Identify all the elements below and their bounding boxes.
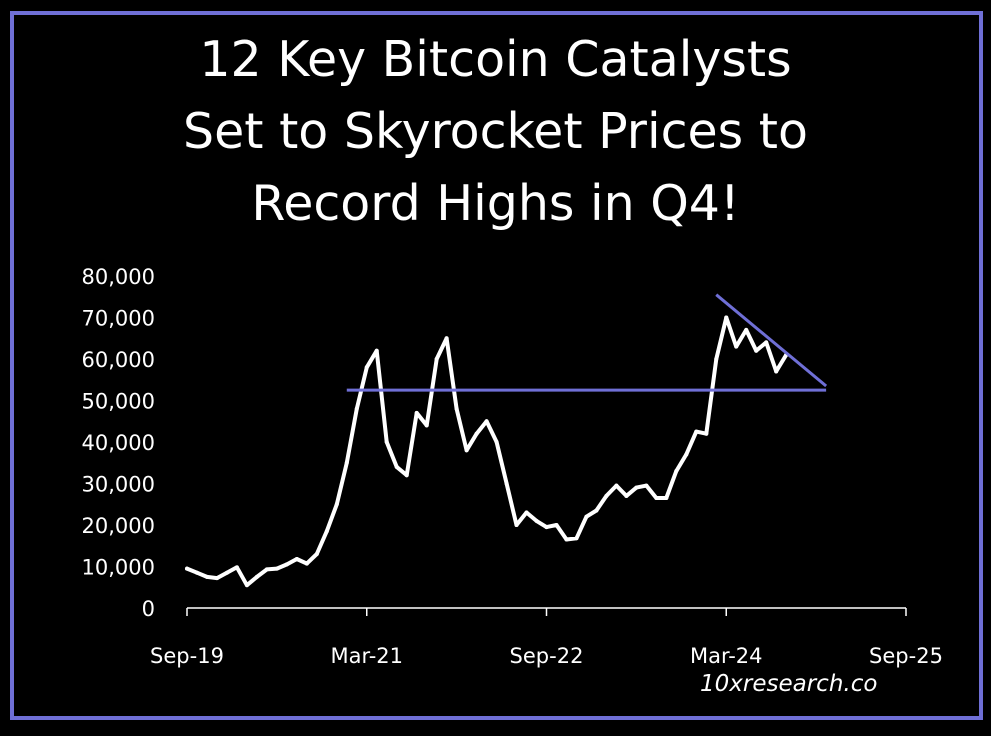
data-point: [634, 485, 639, 490]
x-axis-labels: Sep-19 Mar-21 Sep-22 Mar-24 Sep-25: [150, 644, 943, 668]
annotations-group: [346, 293, 828, 392]
data-point: [654, 496, 659, 501]
data-point: [354, 406, 359, 411]
data-point: [594, 508, 599, 513]
data-point: [694, 429, 699, 434]
axes: [186, 607, 907, 616]
downtrend-line: [715, 293, 828, 388]
data-point: [754, 348, 759, 353]
data-point: [644, 483, 649, 488]
x-tick-label: Sep-19: [150, 644, 224, 668]
data-point: [674, 469, 679, 474]
y-tick-label: 50,000: [82, 390, 155, 414]
data-point: [484, 419, 489, 424]
data-point: [454, 406, 459, 411]
data-point: [284, 562, 289, 567]
y-tick-label: 70,000: [82, 307, 155, 331]
data-point: [424, 423, 429, 428]
data-point: [544, 525, 549, 530]
data-point: [564, 537, 569, 542]
data-point: [244, 583, 249, 588]
data-point: [374, 348, 379, 353]
data-point: [214, 576, 219, 581]
y-tick-label: 20,000: [82, 514, 155, 538]
data-point: [204, 574, 209, 579]
data-point: [724, 315, 729, 320]
title-line-1: 12 Key Bitcoin Catalysts: [199, 31, 792, 88]
x-tick-label: Mar-24: [690, 644, 763, 668]
y-tick-label: 10,000: [82, 556, 155, 580]
data-point: [264, 567, 269, 572]
data-point: [444, 336, 449, 341]
y-tick-label: 40,000: [82, 431, 155, 455]
data-point: [464, 448, 469, 453]
data-point: [234, 565, 239, 570]
data-point: [714, 357, 719, 361]
y-tick-label: 0: [142, 597, 155, 621]
data-point: [334, 502, 339, 507]
data-point: [574, 536, 579, 541]
chart-frame: [10, 11, 983, 720]
data-point: [504, 481, 509, 486]
data-point: [364, 365, 369, 370]
title-line-2: Set to Skyrocket Prices to: [183, 103, 808, 160]
data-point: [494, 440, 499, 444]
x-tick-label: Mar-21: [330, 644, 403, 668]
chart-title: 12 Key Bitcoin Catalysts Set to Skyrocke…: [0, 24, 991, 240]
data-point: [604, 493, 609, 498]
data-point: [404, 473, 409, 478]
data-point: [324, 529, 329, 534]
data-point: [624, 493, 629, 498]
price-series-line: [185, 315, 789, 588]
data-point: [534, 518, 539, 523]
data-point: [514, 523, 519, 527]
data-point: [344, 460, 349, 465]
data-point: [524, 510, 529, 515]
data-point: [734, 344, 739, 349]
y-axis-labels: 0 10,000 20,000 30,000 40,000 50,000 60,000 70,…: [82, 265, 155, 621]
y-tick-label: 80,000: [82, 265, 155, 289]
data-point: [314, 552, 319, 557]
data-point: [614, 483, 619, 488]
y-tick-label: 30,000: [82, 473, 155, 497]
data-point: [194, 570, 199, 575]
data-point: [304, 561, 309, 566]
data-point: [764, 340, 769, 345]
data-point: [414, 410, 419, 415]
data-point: [394, 464, 399, 469]
data-point: [434, 357, 439, 361]
data-point: [774, 369, 779, 374]
source-watermark: 10xresearch.co: [700, 671, 878, 697]
x-tick-label: Sep-22: [510, 644, 584, 668]
data-point: [554, 523, 559, 527]
data-point: [474, 431, 479, 436]
data-point: [294, 557, 299, 562]
data-point: [274, 566, 279, 571]
data-point: [254, 574, 259, 579]
data-point: [704, 431, 709, 436]
data-point: [684, 452, 689, 457]
data-point: [185, 566, 189, 571]
data-point: [664, 496, 669, 501]
series-group: [185, 315, 789, 588]
data-point: [224, 570, 229, 575]
y-tick-label: 60,000: [82, 348, 155, 372]
x-tick-label: Sep-25: [869, 644, 943, 668]
data-point: [584, 514, 589, 519]
title-line-3: Record Highs in Q4!: [251, 175, 740, 232]
data-point: [384, 440, 389, 444]
data-point: [744, 327, 749, 332]
